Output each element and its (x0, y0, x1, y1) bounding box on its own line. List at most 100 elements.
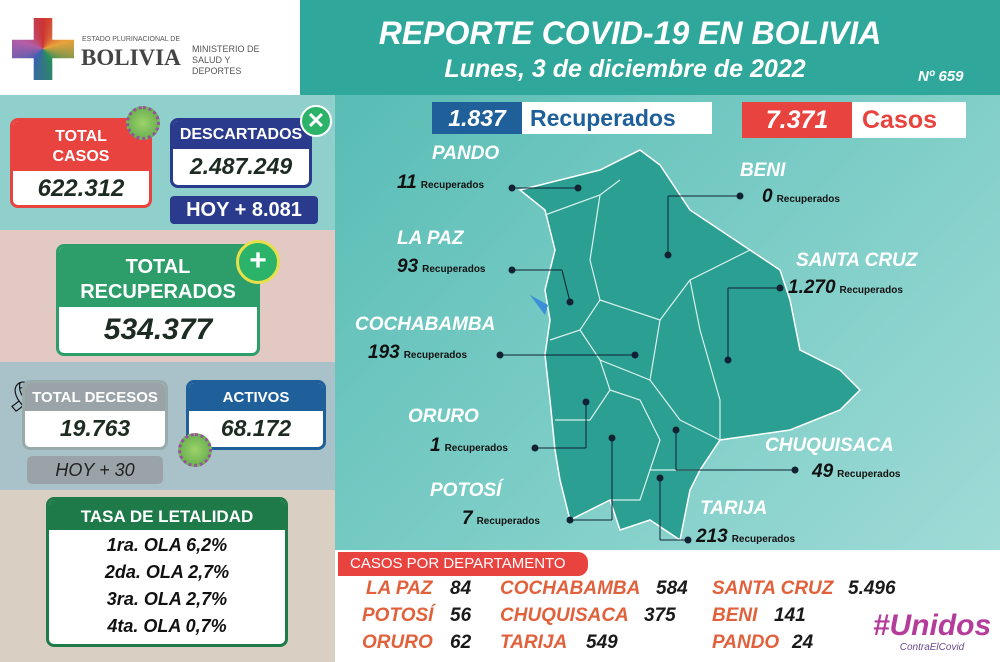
dept-name: LA PAZ (366, 578, 433, 599)
unit: Recuperados (420, 180, 485, 191)
map-label-beni: BENI (740, 160, 786, 181)
total-recuperados-card: TOTAL RECUPERADOS 534.377 (56, 244, 260, 356)
total-decesos-card: TOTAL DECESOS 19.763 (22, 380, 168, 450)
letalidad-row: 3ra. OLA 2,7% (106, 589, 228, 609)
value: 213 (696, 526, 728, 547)
activos-value: 68.172 (220, 415, 292, 441)
header-band (300, 0, 1000, 95)
total-decesos-value: 19.763 (59, 415, 131, 441)
descartados-today: HOY + 8.081 (170, 196, 318, 224)
map-value-pando: 11 Recuperados (397, 172, 484, 194)
map-value-beni: 0 Recuperados (762, 186, 840, 208)
dept-name: COCHABAMBA (500, 578, 641, 599)
letalidad-row: 2da. OLA 2,7% (104, 562, 230, 582)
map-value-cochabamba: 193 Recuperados (368, 342, 467, 364)
value: 93 (397, 256, 419, 277)
daily-casos-value: 7.371 (742, 102, 852, 138)
dept-value: 56 (450, 605, 472, 626)
dept-name: PANDO (712, 632, 780, 653)
unit: Recuperados (476, 516, 540, 527)
dept-name: POTOSÍ (362, 605, 434, 626)
map-value-santa-cruz: 1.270 Recuperados (788, 277, 903, 299)
value: 0 (762, 186, 773, 207)
map-label-potosi: POTOSÍ (430, 480, 502, 501)
lake-titicaca (530, 295, 548, 315)
map-value-tarija: 213 Recuperados (696, 526, 795, 548)
letalidad-row: 1ra. OLA 6,2% (106, 535, 228, 555)
report-number: Nº 659 (918, 68, 964, 85)
map-label-pando: PANDO (432, 143, 500, 164)
dept-name: TARIJA (500, 632, 568, 653)
activos-label: ACTIVOS (189, 383, 323, 411)
descartados-label: DESCARTADOS (173, 121, 309, 149)
map-label-chuquisaca: CHUQUISACA (765, 435, 894, 456)
daily-recuperados-label: Recuperados (530, 105, 676, 131)
total-casos-value: 622.312 (37, 175, 125, 202)
leader-lines (496, 184, 799, 544)
total-decesos-label: TOTAL DECESOS (25, 383, 165, 411)
logo-big-text: BOLIVIA (81, 45, 181, 70)
plus-icon: + (236, 240, 280, 284)
decesos-today: HOY + 30 (27, 456, 163, 484)
dept-value: 24 (792, 632, 814, 653)
daily-recuperados-value: 1.837 (432, 102, 522, 134)
value: 1 (430, 435, 441, 456)
dept-value: 584 (656, 578, 688, 599)
value: 11 (397, 172, 417, 193)
total-recuperados-value: 534.377 (103, 313, 213, 346)
dept-name: ORURO (362, 632, 433, 653)
ministry-name: MINISTERIO DE SALUD Y DEPORTES (192, 44, 260, 76)
unidos-campaign-logo: #Unidos ContraElCovid (872, 610, 992, 654)
report-title: REPORTE COVID-19 EN BOLIVIA (378, 15, 882, 51)
letalidad-card: TASA DE LETALIDAD 1ra. OLA 6,2% 2da. OLA… (46, 497, 288, 647)
campaign-big: #Unidos (872, 609, 992, 642)
map-value-oruro: 1 Recuperados (430, 435, 508, 457)
descartados-value: 2.487.249 (189, 153, 293, 179)
daily-casos: 7.371 Casos (742, 102, 966, 138)
dept-value: 375 (644, 605, 676, 626)
descartados-card: DESCARTADOS 2.487.249 (170, 118, 312, 188)
unit: Recuperados (422, 264, 486, 275)
total-recuperados-label: TOTAL RECUPERADOS (59, 247, 257, 307)
dept-name: CHUQUISACA (500, 605, 629, 626)
campaign-small: ContraElCovid (899, 642, 965, 653)
map-label-tarija: TARIJA (700, 498, 768, 519)
virus-icon (178, 433, 212, 467)
dept-name: SANTA CRUZ (712, 578, 834, 599)
dept-value: 141 (774, 605, 806, 626)
dept-value: 62 (450, 632, 472, 653)
bolivia-shape (518, 149, 862, 542)
dept-value: 84 (450, 578, 472, 599)
daily-recuperados: 1.837 Recuperados (432, 102, 712, 134)
value: 49 (812, 461, 834, 482)
dept-value: 5.496 (848, 578, 896, 599)
map-label-cochabamba: COCHABAMBA (355, 314, 496, 335)
map-value-chuquisaca: 49 Recuperados (812, 461, 901, 483)
unit: Recuperados (837, 469, 901, 480)
unit: Recuperados (839, 285, 903, 296)
virus-icon (126, 106, 160, 140)
value: 7 (462, 508, 473, 529)
value: 1.270 (788, 277, 836, 298)
dept-name: BENI (712, 605, 758, 626)
map-label-la-paz: LA PAZ (397, 228, 464, 249)
activos-card: ACTIVOS 68.172 (186, 380, 326, 450)
unit: Recuperados (776, 194, 840, 205)
letalidad-label: TASA DE LETALIDAD (49, 500, 285, 530)
unit: Recuperados (403, 350, 468, 361)
map-label-oruro: ORURO (408, 406, 479, 427)
unit: Recuperados (444, 443, 508, 454)
unit: Recuperados (731, 534, 796, 545)
map-value-la-paz: 93 Recuperados (397, 256, 486, 278)
map-value-potosi: 7 Recuperados (462, 508, 540, 530)
report-date: Lunes, 3 de diciembre de 2022 (444, 55, 806, 83)
value: 193 (368, 342, 400, 363)
dept-value: 549 (586, 632, 618, 653)
department-borders (544, 179, 751, 501)
logo-small-text: ESTADO PLURINACIONAL DE (82, 36, 181, 43)
casos-por-departamento-label: CASOS POR DEPARTAMENTO (338, 552, 588, 576)
daily-casos-label: Casos (862, 106, 938, 134)
close-x-icon: ✕ (300, 105, 332, 137)
map-label-santa-cruz: SANTA CRUZ (796, 250, 918, 271)
